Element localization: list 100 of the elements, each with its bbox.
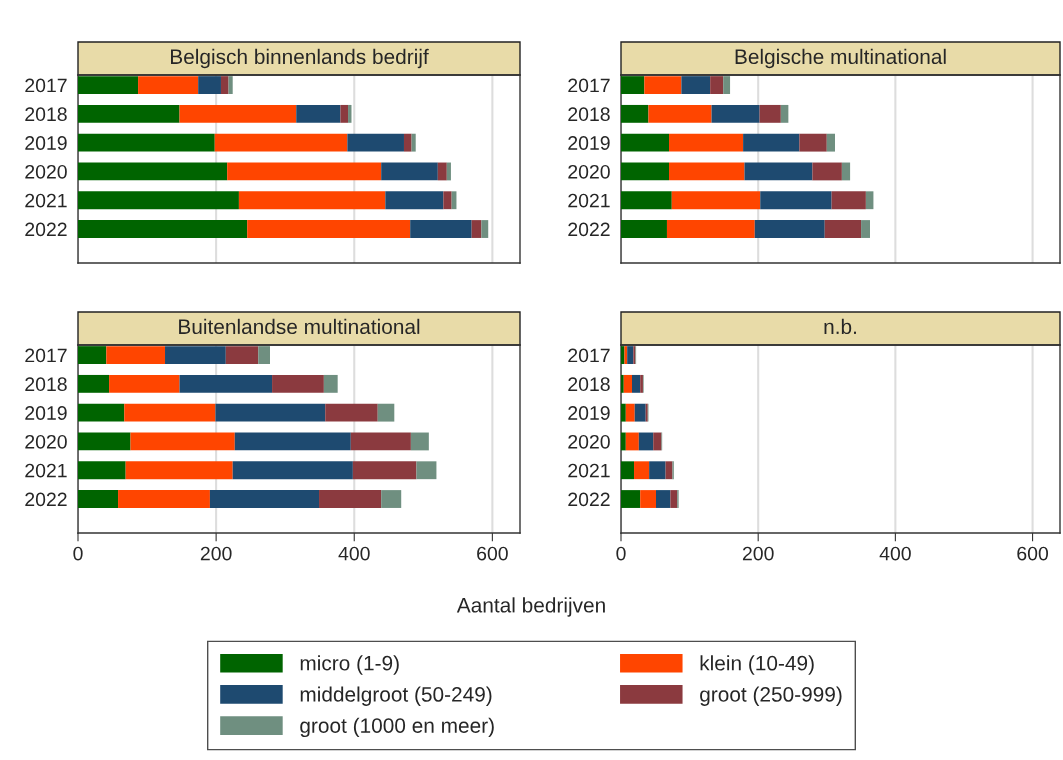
bar — [865, 191, 874, 210]
bar — [812, 162, 842, 181]
bar — [621, 403, 626, 422]
bar — [621, 461, 635, 480]
bar — [471, 220, 482, 238]
bar — [671, 191, 761, 210]
y-tick-label: 2019 — [568, 406, 610, 420]
bar — [861, 220, 870, 238]
y-tick-label: 2020 — [568, 164, 610, 179]
bar — [411, 133, 416, 152]
bar — [347, 133, 404, 152]
bar — [711, 104, 760, 123]
bar — [165, 346, 226, 364]
bar — [669, 162, 745, 181]
y-tick-label: 2019 — [568, 136, 610, 150]
bar — [621, 191, 672, 210]
bar — [220, 76, 229, 94]
bar — [78, 403, 125, 422]
legend-label: groot (250-999) — [700, 686, 842, 706]
bar — [653, 432, 662, 451]
bar — [655, 490, 671, 508]
bar — [78, 76, 139, 94]
bar — [78, 461, 126, 480]
bar — [669, 133, 744, 152]
bar — [743, 133, 800, 152]
bar — [227, 162, 382, 181]
bar — [780, 104, 789, 123]
bar — [323, 374, 338, 393]
legend-label: micro (1-9) — [300, 655, 399, 675]
bar — [272, 374, 324, 393]
bar — [670, 490, 678, 508]
y-tick-label: 2018 — [568, 107, 610, 122]
y-tick-label: 2019 — [25, 406, 67, 420]
y-tick-label: 2018 — [568, 377, 610, 392]
x-tick-label: 0 — [616, 546, 626, 561]
bar — [634, 461, 650, 480]
bar — [799, 133, 827, 152]
bar — [228, 76, 233, 94]
bar — [481, 220, 489, 238]
bar — [209, 490, 320, 508]
y-tick-label: 2021 — [568, 463, 610, 478]
y-tick-label: 2022 — [25, 492, 67, 507]
bar — [443, 191, 452, 210]
x-tick-label: 200 — [200, 546, 232, 561]
y-tick-label: 2018 — [25, 377, 67, 392]
bar — [78, 162, 228, 181]
y-tick-label: 2017 — [25, 78, 67, 93]
bar — [621, 374, 624, 393]
bar — [416, 461, 437, 480]
bar — [325, 403, 378, 422]
bar — [623, 374, 632, 393]
bar — [198, 76, 221, 94]
bar — [78, 374, 110, 393]
bar — [179, 104, 297, 123]
bar — [78, 191, 239, 210]
bar — [621, 432, 626, 451]
bar — [681, 76, 711, 94]
bar — [754, 220, 825, 238]
y-tick-label: 2018 — [25, 107, 67, 122]
chart-title: Belgisch binnenlands bedrijf — [171, 48, 429, 69]
legend-label: middelgroot (50-249) — [300, 686, 492, 706]
x-tick-label: 0 — [73, 546, 83, 561]
bar — [625, 432, 639, 451]
bar — [214, 133, 348, 152]
bar — [410, 220, 472, 238]
y-tick-label: 2022 — [568, 492, 610, 507]
bar — [78, 220, 248, 238]
bar — [234, 432, 351, 451]
bar — [385, 191, 444, 210]
chart-title: n.b. — [824, 318, 856, 335]
bar — [78, 133, 215, 152]
bar — [106, 346, 166, 364]
bar — [437, 162, 447, 181]
bar — [621, 162, 670, 181]
bar — [179, 374, 273, 393]
y-tick-label: 2017 — [25, 348, 67, 363]
bar — [760, 191, 832, 210]
bar — [109, 374, 180, 393]
bar — [78, 104, 180, 123]
y-tick-label: 2022 — [25, 222, 67, 237]
bar — [625, 403, 635, 422]
bar — [296, 104, 341, 123]
bar — [130, 432, 235, 451]
legend-label: klein (10-49) — [700, 655, 814, 675]
y-tick-label: 2021 — [568, 193, 610, 208]
x-tick-label: 600 — [1017, 546, 1049, 561]
bar — [831, 191, 866, 210]
bar — [634, 403, 646, 422]
bar — [410, 432, 429, 451]
bar — [638, 432, 654, 451]
x-tick-label: 400 — [879, 546, 911, 561]
chart-title: Buitenlandse multinational — [179, 318, 420, 335]
bar — [621, 133, 670, 152]
bar — [78, 432, 131, 451]
bar — [759, 104, 781, 123]
bar — [125, 461, 233, 480]
bar — [644, 76, 682, 94]
bar — [649, 461, 666, 480]
bar — [723, 76, 731, 94]
bar — [258, 346, 270, 364]
